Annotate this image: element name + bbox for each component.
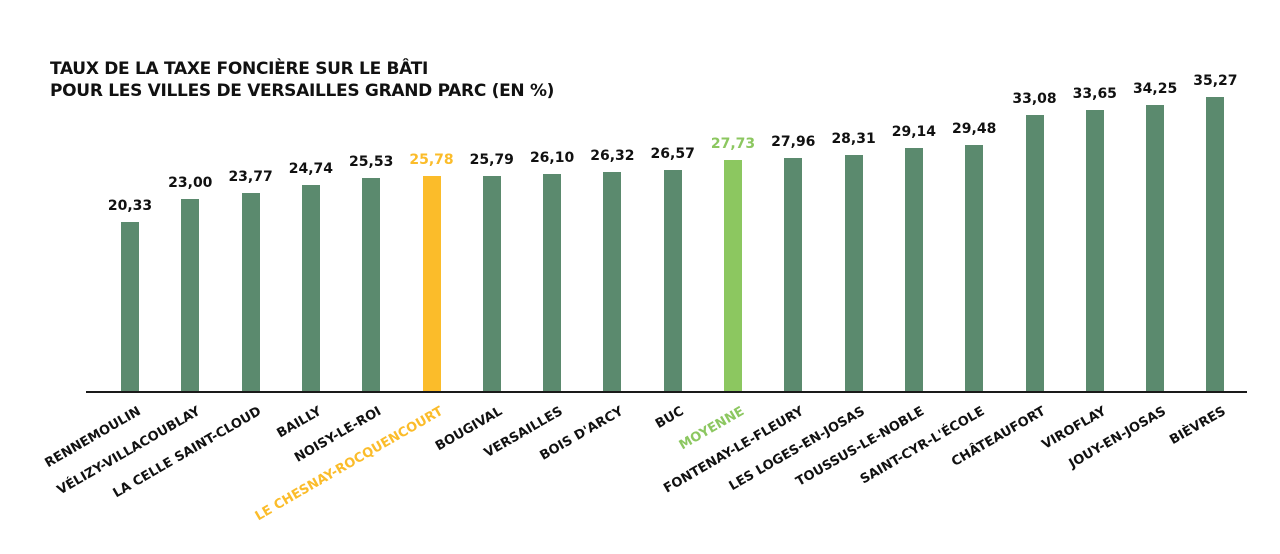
chart-title-line-1: TAUX DE LA TAXE FONCIÈRE SUR LE BÂTI (50, 59, 429, 79)
bar-value-label: 25,79 (469, 152, 514, 169)
bar-value-label: 24,74 (288, 160, 334, 177)
bar-value-label: 25,53 (349, 154, 394, 171)
bar (362, 178, 381, 391)
bar-value-label: 26,32 (590, 147, 635, 164)
bar-value-label: 33,65 (1072, 86, 1117, 103)
bar (844, 155, 863, 391)
bar-value-label: 23,77 (228, 169, 273, 186)
bar (1025, 115, 1044, 391)
bar (121, 221, 139, 391)
category-label: BUC (652, 404, 687, 432)
bar-value-label: 26,10 (529, 149, 575, 166)
bar-value-label: 25,78 (409, 152, 454, 169)
bar (181, 199, 200, 391)
bar (1206, 96, 1225, 391)
bar-value-label: 28,31 (831, 131, 876, 148)
category-label: RENNEMOULIN (42, 404, 144, 472)
chart-title-line-2: POUR LES VILLES DE VERSAILLES GRAND PARC… (50, 81, 555, 101)
bar-value-label: 26,57 (650, 145, 695, 162)
bar (724, 159, 742, 391)
bar-value-label: 23,00 (168, 175, 213, 192)
x-axis-line (86, 391, 1247, 393)
chart-title: TAUX DE LA TAXE FONCIÈRE SUR LE BÂTI POU… (50, 58, 554, 102)
bar-value-label: 27,73 (710, 135, 756, 152)
category-label: BAILLY (274, 404, 325, 442)
category-label: BIÈVRES (1167, 404, 1229, 448)
bar (904, 148, 923, 391)
bar (543, 173, 562, 391)
bar-value-label: 34,25 (1132, 81, 1178, 98)
bar (422, 176, 441, 391)
bar-value-label: 27,96 (771, 133, 816, 150)
bar (241, 193, 260, 391)
bar-value-label: 20,33 (107, 197, 153, 214)
bar (1085, 110, 1104, 391)
bar (1146, 105, 1165, 391)
bar-value-label: 35,27 (1193, 72, 1238, 89)
bar-value-label: 29,48 (952, 121, 997, 138)
bar (784, 157, 803, 391)
bar (603, 171, 622, 391)
bar (301, 184, 320, 391)
bar-value-label: 29,14 (891, 124, 937, 141)
bar (663, 169, 682, 391)
bar-value-label: 33,08 (1012, 91, 1057, 108)
bar (482, 176, 501, 391)
bar (965, 145, 984, 391)
